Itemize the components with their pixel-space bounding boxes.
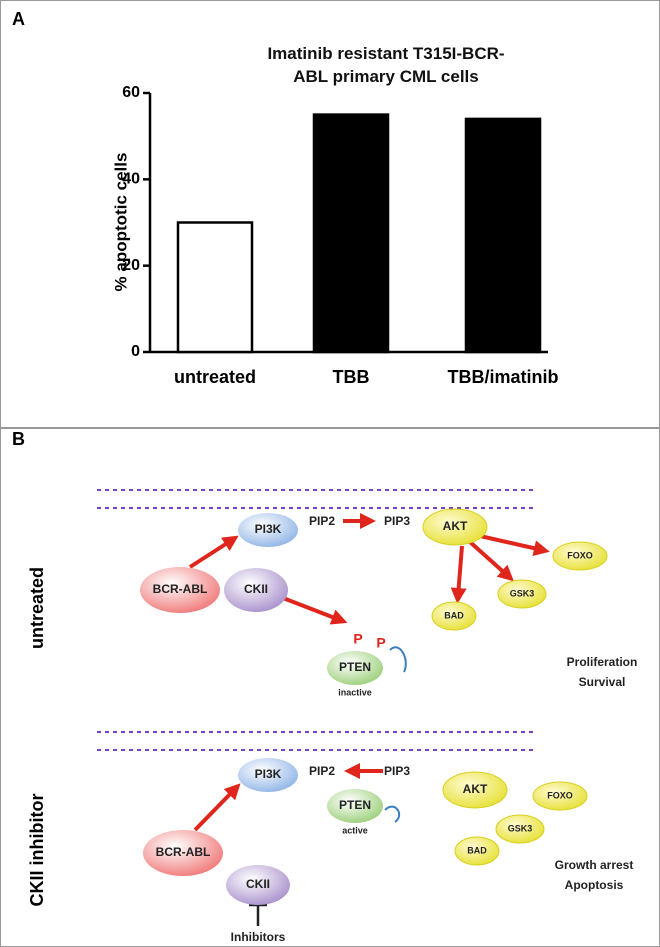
phospho-label: P xyxy=(353,631,362,647)
phospho-label: P xyxy=(376,635,385,651)
node-label: CKII xyxy=(246,877,270,891)
node-label: PTEN xyxy=(339,660,371,674)
state-label: active xyxy=(342,825,368,835)
node-label: AKT xyxy=(463,782,488,796)
y-tick-label: 20 xyxy=(122,257,140,274)
y-axis-label: % apoptotic cells xyxy=(111,153,130,292)
node-label: FOXO xyxy=(547,790,573,800)
membrane xyxy=(97,489,535,751)
node-label: FOXO xyxy=(567,550,593,560)
node-label: PIP2 xyxy=(309,764,335,778)
bar xyxy=(176,221,254,354)
nodes: PI3K PIP2 PIP3 AKT FOXO GSK3 BAD BCR-ABL… xyxy=(140,508,638,944)
outcome-label: Proliferation xyxy=(567,655,638,669)
outcome-label: Survival xyxy=(579,675,626,689)
panel-label: A xyxy=(12,9,25,29)
x-tick-label: TBB/imatinib xyxy=(448,367,559,387)
node-label: PI3K xyxy=(255,767,282,781)
y-tick-label: 60 xyxy=(122,84,140,101)
y-tick-label: 40 xyxy=(122,171,140,188)
outcome-label: Apoptosis xyxy=(565,878,624,892)
node-label: BAD xyxy=(467,845,487,855)
node-label: BAD xyxy=(444,610,464,620)
node-label: PIP2 xyxy=(309,514,335,528)
node-label: PIP3 xyxy=(384,514,410,528)
x-tick-label: untreated xyxy=(174,367,256,387)
row-label: untreated xyxy=(27,567,47,649)
node-label: PI3K xyxy=(255,522,282,536)
inhibitor-label: Inhibitors xyxy=(231,930,286,944)
node-label: AKT xyxy=(443,519,468,533)
row-label: CKII inhibitor xyxy=(27,794,47,907)
bar xyxy=(312,113,390,354)
node-label: PTEN xyxy=(339,798,371,812)
node-label: BCR-ABL xyxy=(156,845,211,859)
bar xyxy=(464,117,542,354)
node-label: BCR-ABL xyxy=(153,582,208,596)
node-label: PIP3 xyxy=(384,764,410,778)
plot: 0 20 40 60 untreated TBB TBB/imatinib xyxy=(122,84,558,387)
node-label: GSK3 xyxy=(510,588,535,598)
panel-label: B xyxy=(12,429,25,449)
x-tick-label: TBB xyxy=(333,367,370,387)
chart-title: Imatinib resistant T315I-BCR-ABL primary… xyxy=(267,44,505,86)
y-tick-label: 0 xyxy=(131,343,140,360)
node-label: GSK3 xyxy=(508,823,533,833)
state-label: inactive xyxy=(338,687,372,697)
outcome-label: Growth arrest xyxy=(555,858,634,872)
node-label: CKII xyxy=(244,582,268,596)
